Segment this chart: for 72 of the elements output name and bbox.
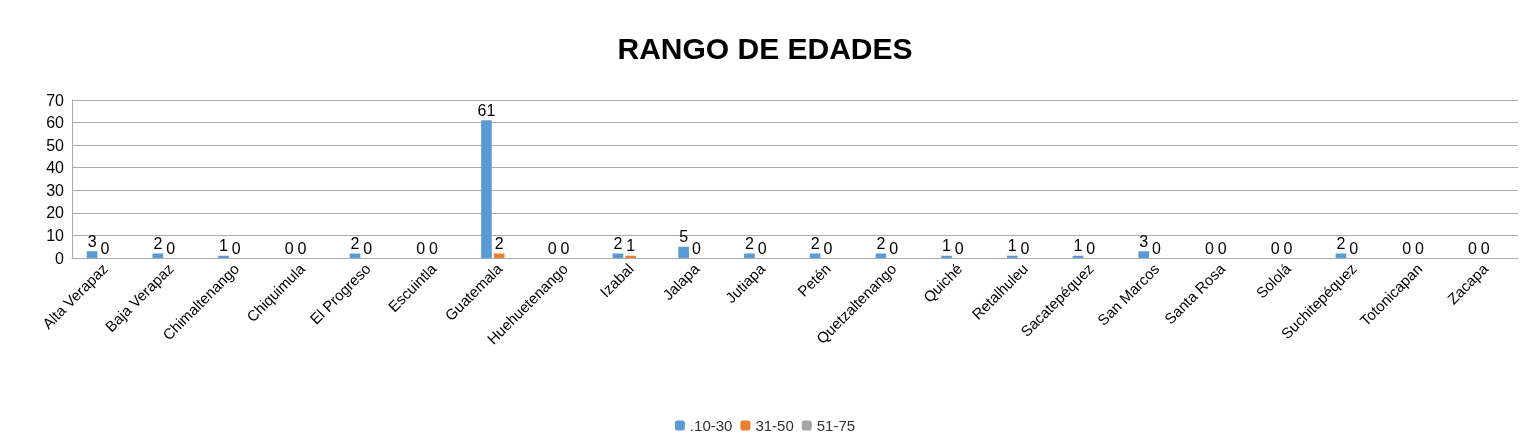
data-label: 0 bbox=[889, 239, 899, 257]
data-label: 0 bbox=[1467, 239, 1477, 257]
data-label: 0 bbox=[100, 239, 110, 257]
bar bbox=[218, 255, 229, 258]
data-label: 0 bbox=[1020, 239, 1030, 257]
y-tick-label: 70 bbox=[46, 91, 65, 109]
bar bbox=[86, 251, 98, 258]
data-label: 0 bbox=[416, 239, 426, 257]
legend-label: .10-30 bbox=[689, 417, 733, 434]
bar bbox=[1335, 253, 1347, 258]
bar bbox=[809, 253, 821, 258]
chart-title: RANGO DE EDADES bbox=[617, 31, 913, 65]
data-label: 2 bbox=[1336, 234, 1346, 252]
data-label: 2 bbox=[494, 234, 504, 252]
data-label: 1 bbox=[1007, 237, 1017, 255]
data-label: 0 bbox=[1283, 239, 1293, 257]
data-label: 0 bbox=[1086, 239, 1096, 257]
legend-label: 31-50 bbox=[755, 417, 794, 434]
data-label: 0 bbox=[547, 239, 557, 257]
data-label: 0 bbox=[1205, 239, 1215, 257]
data-label: 0 bbox=[231, 239, 241, 257]
data-label: 1 bbox=[626, 237, 636, 255]
y-tick-label: 0 bbox=[55, 249, 65, 267]
y-tick-label: 20 bbox=[46, 204, 65, 222]
data-label: 0 bbox=[691, 239, 701, 257]
bar bbox=[493, 253, 505, 258]
data-label: 2 bbox=[350, 234, 360, 252]
data-label: 2 bbox=[876, 234, 886, 252]
data-label: 1 bbox=[942, 237, 952, 255]
bar bbox=[349, 253, 361, 258]
data-label: 0 bbox=[284, 239, 294, 257]
data-label: 0 bbox=[757, 239, 767, 257]
legend-label: 51-75 bbox=[816, 417, 856, 434]
data-label: 0 bbox=[954, 239, 964, 257]
data-label: 0 bbox=[1152, 239, 1162, 257]
data-label: 0 bbox=[1270, 239, 1280, 257]
y-tick-label: 60 bbox=[46, 114, 65, 132]
bar bbox=[1138, 251, 1150, 258]
data-label: 2 bbox=[744, 234, 754, 252]
bar bbox=[625, 255, 636, 258]
bar bbox=[875, 253, 887, 258]
data-label: 0 bbox=[1414, 239, 1424, 257]
data-label: 0 bbox=[1349, 239, 1359, 257]
data-label: 5 bbox=[679, 228, 689, 246]
bar bbox=[612, 253, 624, 258]
bar bbox=[481, 120, 492, 258]
data-label: 2 bbox=[613, 234, 623, 252]
data-label: 0 bbox=[363, 239, 373, 257]
data-label: 1 bbox=[219, 237, 229, 255]
data-label: 1 bbox=[1073, 237, 1083, 255]
data-label: 0 bbox=[297, 239, 307, 257]
data-label: 2 bbox=[153, 234, 163, 252]
bar bbox=[152, 253, 164, 258]
data-label: 0 bbox=[823, 239, 833, 257]
data-label: 0 bbox=[560, 239, 570, 257]
bar bbox=[678, 246, 689, 258]
bar bbox=[744, 253, 755, 258]
data-label: 3 bbox=[1139, 232, 1149, 250]
data-label: 3 bbox=[87, 232, 97, 250]
data-label: 0 bbox=[1480, 239, 1490, 257]
bar bbox=[941, 255, 952, 258]
y-tick-label: 10 bbox=[46, 226, 65, 244]
y-tick-label: 50 bbox=[46, 136, 65, 154]
data-label: 0 bbox=[166, 239, 176, 257]
data-label: 0 bbox=[1217, 239, 1227, 257]
y-tick-label: 30 bbox=[46, 181, 65, 199]
bar bbox=[1006, 255, 1018, 258]
data-label: 2 bbox=[810, 234, 820, 252]
data-label: 0 bbox=[429, 239, 439, 257]
y-tick-label: 40 bbox=[46, 159, 65, 177]
data-label: 61 bbox=[477, 101, 496, 119]
data-label: 0 bbox=[1402, 239, 1412, 257]
